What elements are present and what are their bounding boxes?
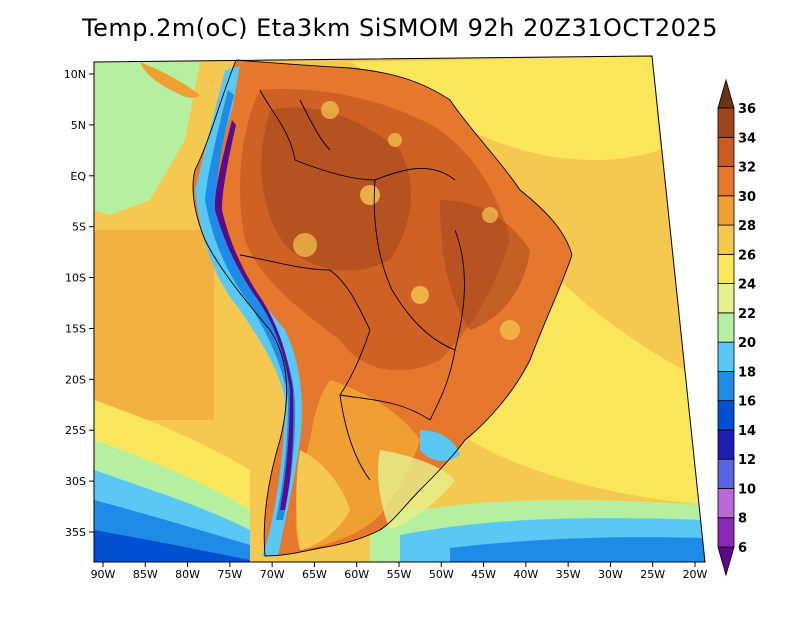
colorbar-label: 28 (738, 219, 756, 234)
colorbar-swatch (717, 488, 735, 519)
lat-label: 30S (65, 475, 86, 488)
colorbar-swatch (717, 195, 735, 226)
colorbar-label: 32 (738, 161, 756, 176)
map-frame (93, 55, 706, 563)
lon-label: 90W (91, 568, 116, 581)
colorbar-label: 16 (738, 395, 756, 410)
lat-label: EQ (70, 170, 86, 183)
lon-label: 25W (640, 568, 665, 581)
colorbar-label: 18 (738, 365, 756, 380)
colorbar-label: 12 (738, 453, 756, 468)
colorbar-swatch (717, 429, 735, 460)
lon-label: 65W (302, 568, 327, 581)
colorbar-label: 30 (738, 190, 756, 205)
colorbar-label: 20 (738, 336, 756, 351)
colorbar-label: 8 (738, 512, 747, 527)
lat-label: 15S (65, 322, 86, 335)
map-title: Temp.2m(oC) Eta3km SiSMOM 92h 20Z31OCT20… (82, 14, 718, 42)
colorbar-min-arrow (717, 546, 735, 577)
lon-label: 60W (344, 568, 369, 581)
colorbar-swatch (717, 312, 735, 343)
colorbar-label: 34 (738, 131, 756, 146)
colorbar-swatch (717, 458, 735, 489)
colorbar-label: 22 (738, 307, 756, 322)
colorbar-swatch (717, 253, 735, 284)
lon-label: 85W (133, 568, 158, 581)
colorbar-swatch (717, 400, 735, 431)
lat-label: 25S (65, 424, 86, 437)
lat-label: 10N (64, 68, 86, 81)
colorbar-label: 24 (738, 278, 756, 293)
lon-label: 45W (471, 568, 496, 581)
lon-label: 55W (387, 568, 412, 581)
temperature-field (94, 56, 705, 562)
lon-label: 20W (683, 568, 708, 581)
lon-label: 40W (513, 568, 538, 581)
andes-cold-band (195, 66, 302, 556)
lat-label: 5S (72, 221, 86, 234)
colorbar-label: 36 (738, 102, 756, 117)
lon-label: 75W (217, 568, 242, 581)
colorbar-max-arrow (717, 78, 735, 109)
colorbar-label: 14 (738, 424, 756, 439)
longitude-axis: 90W 85W 80W 75W 70W 65W 60W 55W 50W 45W 40W 35W 30W 2… (91, 562, 708, 581)
colorbar-label: 26 (738, 248, 756, 263)
colorbar-swatch (717, 370, 735, 402)
lon-label: 80W (175, 568, 200, 581)
lon-label: 70W (260, 568, 285, 581)
lat-label: 20S (65, 373, 86, 386)
lon-label: 30W (598, 568, 623, 581)
colorbar-swatch (717, 283, 735, 314)
colorbar-label: 10 (738, 482, 756, 497)
colorbar-swatch (717, 341, 735, 372)
colorbar-label: 6 (738, 541, 747, 556)
colorbar-swatch (717, 224, 735, 255)
latitude-axis: 10N 5N EQ 5S 10S 15S 20S 25S 30S 35S (64, 68, 94, 539)
country-borders (192, 59, 573, 557)
colorbar-swatch (717, 107, 735, 138)
colorbar-swatch (717, 136, 735, 167)
lon-label: 50W (429, 568, 454, 581)
colorbar-swatch (717, 517, 735, 548)
lon-label: 35W (556, 568, 581, 581)
lat-label: 10S (65, 272, 86, 285)
lat-label: 35S (65, 526, 86, 539)
lat-label: 5N (71, 119, 86, 132)
colorbar-swatch (717, 166, 735, 197)
colorbar: 6 8 10 12 14 16 18 20 22 24 26 28 30 32 34 36 (717, 78, 756, 577)
